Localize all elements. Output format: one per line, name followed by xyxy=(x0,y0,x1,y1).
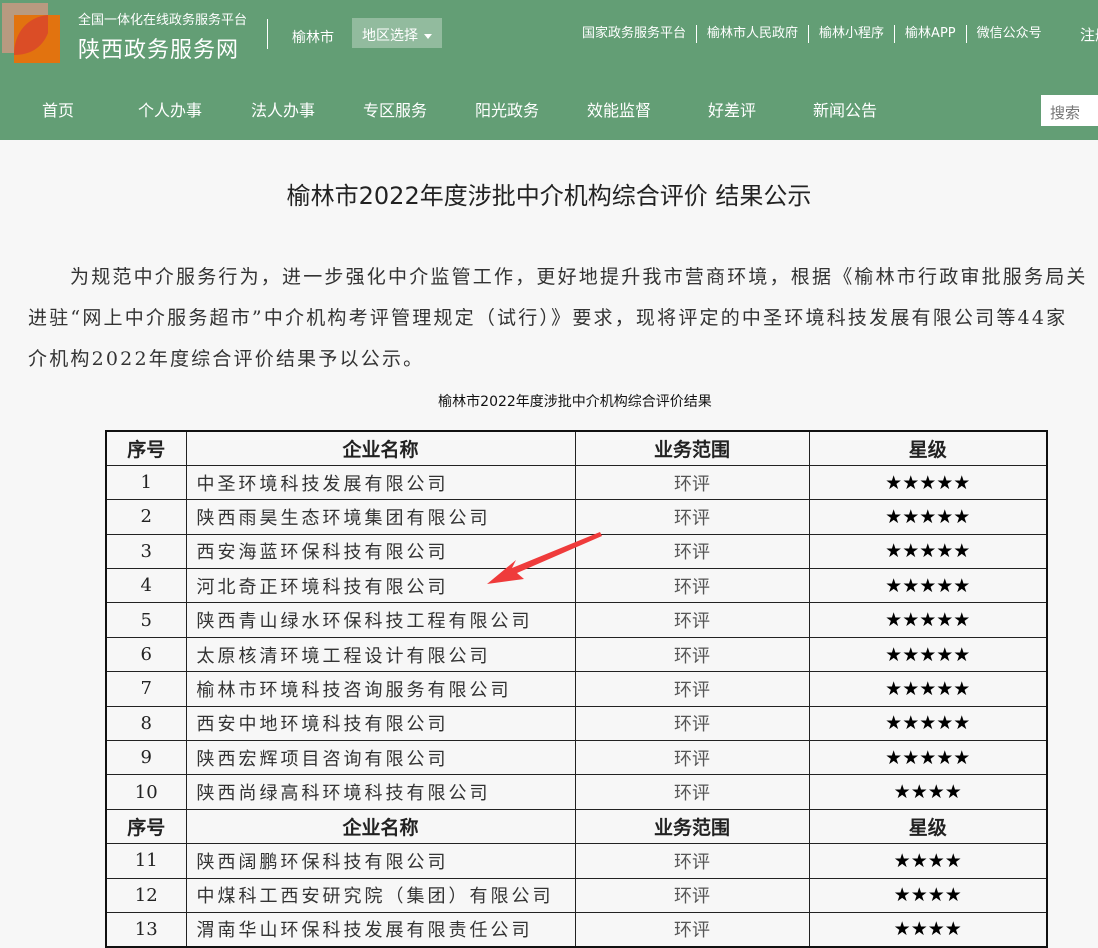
business-scope: 环评 xyxy=(574,705,810,742)
company-name: 陕西宏辉项目咨询有限公司 xyxy=(185,740,576,776)
current-city: 榆林市 xyxy=(292,30,334,46)
business-scope: 环评 xyxy=(574,499,810,535)
row-number: 11 xyxy=(105,843,187,879)
column-header-rating: 星级 xyxy=(808,430,1048,466)
column-header-rating: 星级 xyxy=(808,808,1048,845)
site-brand[interactable]: 陕西政务服务网 xyxy=(78,38,240,63)
table-row: 9 陕西宏辉项目咨询有限公司 环评 ★★★★★ xyxy=(105,740,1048,776)
link-yulin-miniprogram[interactable]: 榆林小程序 xyxy=(808,25,894,43)
company-name: 中圣环境科技发展有限公司 xyxy=(185,464,576,501)
row-number: 2 xyxy=(105,499,187,535)
table-header-row: 序号 企业名称 业务范围 星级 xyxy=(105,430,1048,466)
nav-personal[interactable]: 个人办事 xyxy=(138,101,203,120)
company-name: 陕西尚绿高科环境科技有限公司 xyxy=(185,774,576,810)
business-scope: 环评 xyxy=(574,671,810,707)
column-header-scope: 业务范围 xyxy=(574,808,810,845)
row-number: 6 xyxy=(105,636,187,673)
table-row: 8 西安中地环境科技有限公司 环评 ★★★★★ xyxy=(105,705,1048,742)
top-links: 国家政务服务平台 榆林市人民政府 榆林小程序 榆林APP 微信公众号 xyxy=(582,25,1052,43)
row-number: 10 xyxy=(105,774,187,810)
nav-corporate[interactable]: 法人办事 xyxy=(251,101,316,120)
nav-home[interactable]: 首页 xyxy=(42,101,75,120)
paragraph-line: 为规范中介服务行为，进一步强化中介监管工作，更好地提升我市营商环境，根据《榆林市… xyxy=(70,266,1088,288)
column-header-seq: 序号 xyxy=(105,808,187,845)
arrow-icon xyxy=(487,532,602,584)
region-select-label: 地区选择 xyxy=(362,28,418,44)
table-row: 4 河北奇正环境科技有限公司 环评 ★★★★★ xyxy=(105,568,1048,604)
caret-down-icon xyxy=(424,33,432,39)
paragraph-line: 介机构2022年度综合评价结果予以公示。 xyxy=(28,348,425,370)
star-rating: ★★★★★ xyxy=(808,568,1048,604)
row-number: 12 xyxy=(105,877,187,913)
site-header: 全国一体化在线政务服务平台 陕西政务服务网 榆林市 地区选择 国家政务服务平台 … xyxy=(0,0,1098,140)
divider xyxy=(267,19,268,49)
platform-subtitle: 全国一体化在线政务服务平台 xyxy=(78,13,248,28)
register-link[interactable]: 注册 xyxy=(1080,26,1098,44)
star-rating: ★★★★★ xyxy=(808,671,1048,707)
nav-special[interactable]: 专区服务 xyxy=(363,101,428,120)
nav-transparency[interactable]: 阳光政务 xyxy=(475,101,540,120)
region-select[interactable]: 地区选择 xyxy=(352,18,442,48)
table-row: 1 中圣环境科技发展有限公司 环评 ★★★★★ xyxy=(105,464,1048,501)
search-input[interactable] xyxy=(1041,95,1098,126)
table-row: 6 太原核清环境工程设计有限公司 环评 ★★★★★ xyxy=(105,636,1048,673)
star-rating: ★★★★★ xyxy=(808,740,1048,776)
nav-news[interactable]: 新闻公告 xyxy=(813,101,878,120)
star-rating: ★★★★★ xyxy=(808,533,1048,570)
table-row: 13 渭南华山环保科技发展有限责任公司 环评 ★★★★ xyxy=(105,911,1048,948)
column-header-scope: 业务范围 xyxy=(574,430,810,466)
star-rating: ★★★★ xyxy=(808,911,1048,948)
company-name: 西安中地环境科技有限公司 xyxy=(185,705,576,742)
company-name: 榆林市环境科技咨询服务有限公司 xyxy=(185,671,576,707)
site-logo[interactable] xyxy=(2,3,60,63)
business-scope: 环评 xyxy=(574,911,810,948)
table-header-row: 序号 企业名称 业务范围 星级 xyxy=(105,808,1048,845)
business-scope: 环评 xyxy=(574,568,810,604)
column-header-company-name: 企业名称 xyxy=(185,430,576,466)
company-name: 陕西青山绿水环保科技工程有限公司 xyxy=(185,602,576,638)
link-wechat-account[interactable]: 微信公众号 xyxy=(965,25,1052,43)
row-number: 5 xyxy=(105,602,187,638)
business-scope: 环评 xyxy=(574,533,810,570)
company-name: 太原核清环境工程设计有限公司 xyxy=(185,636,576,673)
page-title: 榆林市2022年度涉批中介机构综合评价 结果公示 xyxy=(286,182,812,210)
nav-rating[interactable]: 好差评 xyxy=(708,101,757,120)
results-table: 序号 企业名称 业务范围 星级 1 中圣环境科技发展有限公司 环评 ★★★★★ 2 陕西雨昊生态环… xyxy=(105,430,1048,948)
link-yulin-government[interactable]: 榆林市人民政府 xyxy=(696,25,808,43)
star-rating: ★★★★★ xyxy=(808,464,1048,501)
star-rating: ★★★★★ xyxy=(808,636,1048,673)
company-name: 中煤科工西安研究院（集团）有限公司 xyxy=(185,877,576,913)
business-scope: 环评 xyxy=(574,877,810,913)
company-name: 渭南华山环保科技发展有限责任公司 xyxy=(185,911,576,948)
company-name: 陕西阔鹏环保科技有限公司 xyxy=(185,843,576,879)
table-row: 2 陕西雨昊生态环境集团有限公司 环评 ★★★★★ xyxy=(105,499,1048,535)
link-national-platform[interactable]: 国家政务服务平台 xyxy=(582,26,687,41)
paragraph-line: 进驻“网上中介服务超市”中介机构考评管理规定（试行）》要求，现将评定的中圣环境科… xyxy=(28,307,1068,329)
star-rating: ★★★★★ xyxy=(808,705,1048,742)
table-caption: 榆林市2022年度涉批中介机构综合评价结果 xyxy=(438,394,712,410)
star-rating: ★★★★★ xyxy=(808,499,1048,535)
link-yulin-app[interactable]: 榆林APP xyxy=(894,25,966,43)
business-scope: 环评 xyxy=(574,636,810,673)
row-number: 1 xyxy=(105,464,187,501)
nav-supervision[interactable]: 效能监督 xyxy=(587,101,652,120)
row-number: 13 xyxy=(105,911,187,948)
table-row: 5 陕西青山绿水环保科技工程有限公司 环评 ★★★★★ xyxy=(105,602,1048,638)
star-rating: ★★★★ xyxy=(808,877,1048,913)
table-row: 12 中煤科工西安研究院（集团）有限公司 环评 ★★★★ xyxy=(105,877,1048,913)
